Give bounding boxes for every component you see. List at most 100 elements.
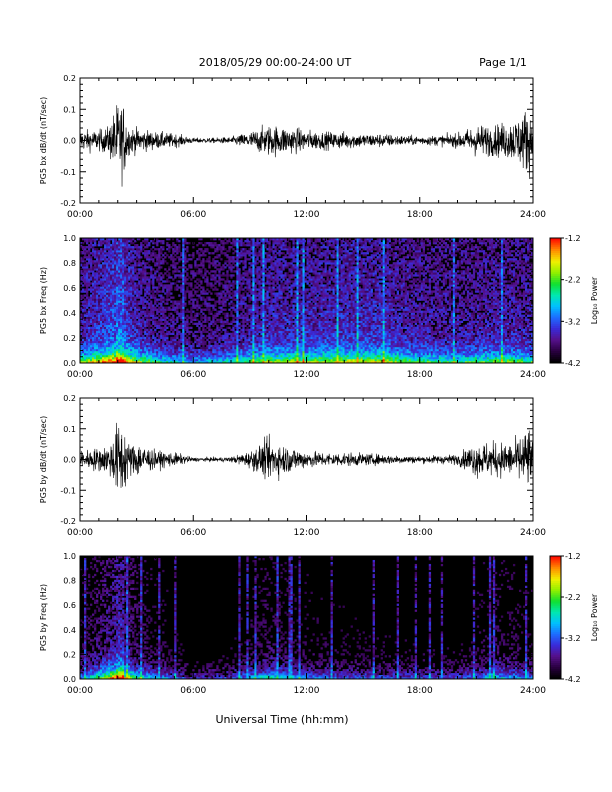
spectrogram-cell — [92, 360, 95, 364]
spectrogram-cell — [114, 326, 117, 330]
spectrogram-cell — [134, 314, 137, 317]
spectrogram-cell — [182, 358, 185, 362]
spectrogram-cell — [128, 328, 131, 332]
spectrogram-cell — [162, 290, 165, 293]
spectrogram-cell — [84, 360, 87, 364]
spectrogram-cell — [94, 324, 97, 328]
spectrogram-cell — [272, 280, 275, 283]
spectrogram-cell — [240, 328, 243, 332]
spectrogram-cell — [112, 308, 115, 311]
spectrogram-cell — [180, 312, 183, 315]
spectrogram-cell — [174, 300, 177, 303]
spectrogram-cell — [152, 260, 155, 263]
spectrogram-cell — [236, 248, 239, 251]
spectrogram-cell — [90, 310, 93, 313]
spectrogram-cell — [98, 252, 101, 255]
spectrogram-cell — [232, 238, 235, 241]
spectrogram-cell — [238, 256, 241, 259]
spectrogram-cell — [88, 274, 91, 277]
spectrogram-cell — [140, 348, 143, 352]
spectrogram-cell — [222, 266, 225, 269]
spectrogram-cell — [178, 314, 181, 317]
spectrogram-cell — [264, 328, 267, 332]
spectrogram-cell — [220, 240, 223, 243]
spectrogram-cell — [110, 260, 113, 263]
spectrogram-cell — [114, 286, 117, 289]
spectrogram-cell — [274, 328, 277, 332]
spectrogram-cell — [190, 298, 193, 301]
spectrogram-cell — [232, 314, 235, 317]
spectrogram-cell — [136, 296, 139, 299]
spectrogram-cell — [138, 302, 141, 305]
spectrogram-cell — [256, 350, 259, 354]
spectrogram-cell — [158, 240, 161, 243]
spectrogram-cell — [272, 256, 275, 259]
spectrogram-cell — [210, 312, 213, 315]
spectrogram-cell — [126, 256, 129, 259]
spectrogram-cell — [84, 270, 87, 273]
spectrogram-cell — [240, 254, 243, 257]
spectrogram-cell — [164, 354, 167, 358]
spectrogram-cell — [122, 260, 125, 263]
spectrogram-cell — [124, 360, 127, 364]
spectrogram-cell — [224, 296, 227, 299]
spectrogram-cell — [196, 334, 199, 338]
spectrogram-cell — [180, 348, 183, 352]
spectrogram-cell — [264, 308, 267, 311]
spectrogram-cell — [140, 314, 143, 317]
spectrogram-cell — [240, 314, 243, 317]
spectrogram-cell — [246, 338, 249, 342]
spectrogram-cell — [84, 340, 87, 344]
spectrogram-cell — [90, 252, 93, 255]
spectrogram-cell — [256, 320, 259, 323]
spectrogram-cell — [144, 326, 147, 330]
spectrogram-cell — [254, 352, 257, 356]
spectrogram-cell — [100, 312, 103, 315]
spectrogram-cell — [96, 276, 99, 279]
spectrogram-cell — [156, 332, 159, 336]
spectrogram-cell — [174, 286, 177, 289]
spectrogram-cell — [136, 268, 139, 271]
spectrogram-cell — [90, 302, 93, 305]
spectrogram-cell — [244, 272, 247, 275]
spectrogram-cell — [236, 308, 239, 311]
spectrogram-cell — [130, 260, 133, 263]
spectrogram-cell — [88, 304, 91, 307]
spectrogram-cell — [88, 284, 91, 287]
spectrogram-cell — [138, 284, 141, 287]
spectrogram-cell — [230, 282, 233, 285]
spectrogram-cell — [82, 278, 85, 281]
spectrogram-cell — [112, 282, 115, 285]
spectrogram-cell — [144, 266, 147, 269]
spectrogram-cell — [138, 326, 141, 330]
spectrogram-cell — [220, 318, 223, 321]
spectrogram-cell — [238, 360, 241, 364]
spectrogram-cell — [122, 280, 125, 283]
spectrogram-cell — [142, 326, 145, 330]
spectrogram-cell — [244, 290, 247, 293]
spectrogram-cell — [80, 306, 83, 309]
spectrogram-cell — [250, 332, 253, 336]
spectrogram-cell — [104, 246, 107, 249]
spectrogram-cell — [96, 336, 99, 340]
spectrogram-cell — [274, 332, 277, 336]
spectrogram-cell — [130, 318, 133, 321]
spectrogram-cell — [94, 286, 97, 289]
spectrogram-cell — [242, 314, 245, 317]
spectrogram-cell — [252, 292, 255, 295]
spectrogram-cell — [254, 260, 257, 263]
spectrogram-cell — [222, 240, 225, 243]
spectrogram-cell — [120, 326, 123, 330]
spectrogram-cell — [148, 322, 151, 325]
spectrogram-cell — [114, 354, 117, 358]
spectrogram-cell — [244, 286, 247, 289]
spectrogram-cell — [196, 344, 199, 348]
spectrogram-cell — [106, 280, 109, 283]
spectrogram-cell — [118, 246, 121, 249]
spectrogram-cell — [256, 316, 259, 319]
spectrogram-cell — [218, 312, 221, 315]
spectrogram-cell — [124, 324, 127, 328]
spectrogram-cell — [202, 346, 205, 350]
spectrogram-cell — [232, 274, 235, 277]
spectrogram-cell — [232, 332, 235, 336]
